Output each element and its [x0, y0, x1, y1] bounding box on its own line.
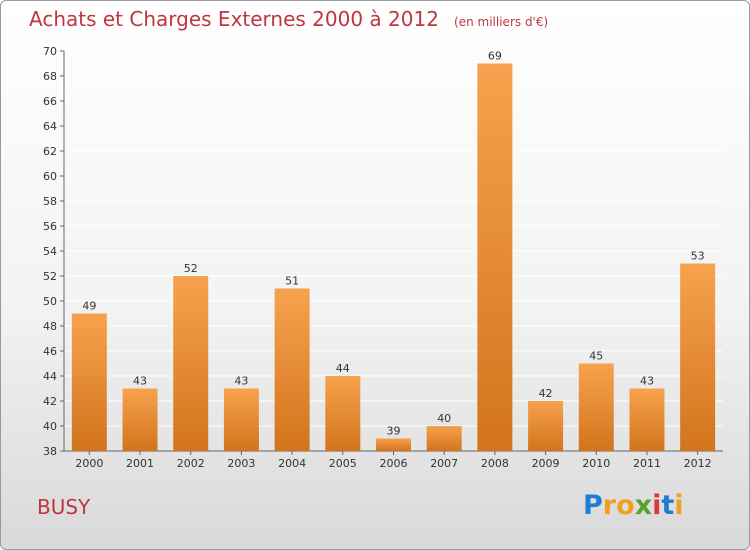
bar-2009: [528, 401, 564, 451]
bar-2004: [274, 288, 310, 451]
bar-2002: [173, 276, 209, 451]
label-layer: 49 43 52 43 51 44 39 40 69 42 45 43 53: [82, 50, 704, 438]
x-tick-label-2001: 2001: [126, 457, 154, 470]
y-tick-label: 42: [43, 395, 57, 408]
data-label-2002: 52: [184, 262, 198, 275]
logo-letter: t: [661, 490, 675, 521]
x-tick-label-2007: 2007: [430, 457, 458, 470]
data-label-2000: 49: [82, 300, 96, 313]
logo-letter: i: [652, 490, 662, 521]
logo-letter: o: [616, 490, 635, 521]
y-tick-label: 46: [43, 345, 57, 358]
title-row: Achats et Charges Externes 2000 à 2012 (…: [29, 7, 548, 31]
bar-2005: [325, 376, 361, 451]
data-label-2012: 53: [691, 250, 705, 263]
y-tick-label: 66: [43, 95, 57, 108]
x-tick-label-2012: 2012: [684, 457, 712, 470]
y-tick-label: 62: [43, 145, 57, 158]
x-tick-label-2006: 2006: [380, 457, 408, 470]
bar-2003: [223, 388, 259, 451]
x-tick-label-2003: 2003: [227, 457, 255, 470]
y-tick-label: 58: [43, 195, 57, 208]
bar-2008: [477, 63, 513, 451]
y-tick-label: 50: [43, 295, 57, 308]
bar-2007: [426, 426, 462, 451]
logo-letter: P: [583, 490, 603, 521]
proxiti-logo[interactable]: Proxiti: [583, 490, 684, 521]
logo-letter: r: [602, 490, 617, 521]
y-tick-label: 48: [43, 320, 57, 333]
y-tick-label: 40: [43, 420, 57, 433]
y-tick-label: 70: [43, 45, 57, 58]
data-label-2008: 69: [488, 50, 502, 63]
commune-name: BUSY: [37, 495, 91, 519]
data-label-2010: 45: [589, 350, 603, 363]
bar-2001: [122, 388, 158, 451]
x-tick-label-2009: 2009: [532, 457, 560, 470]
data-label-2005: 44: [336, 362, 350, 375]
x-tick-label-2005: 2005: [329, 457, 357, 470]
y-tick-label: 44: [43, 370, 57, 383]
grid-layer: [64, 50, 723, 452]
bar-2010: [578, 363, 614, 451]
x-tick-label-2002: 2002: [177, 457, 205, 470]
bar-2011: [629, 388, 665, 451]
bar-2006: [376, 438, 411, 451]
logo-letter: i: [674, 490, 684, 521]
chart-unit: (en milliers d'€): [454, 15, 549, 29]
bar-layer: [71, 63, 716, 451]
data-label-2001: 43: [133, 375, 147, 388]
y-tick-label: 60: [43, 170, 57, 183]
logo-letter: x: [634, 490, 653, 521]
y-tick-label: 52: [43, 270, 57, 283]
bar-2000: [71, 313, 107, 451]
x-tick-label-2008: 2008: [481, 457, 509, 470]
x-tick-label-2004: 2004: [278, 457, 306, 470]
y-tick-label: 56: [43, 220, 57, 233]
data-label-2006: 39: [387, 425, 401, 438]
data-label-2003: 43: [234, 375, 248, 388]
data-label-2009: 42: [539, 387, 553, 400]
data-label-2011: 43: [640, 375, 654, 388]
data-label-2007: 40: [437, 412, 451, 425]
chart-title: Achats et Charges Externes 2000 à 2012: [29, 7, 439, 31]
y-tick-label: 54: [43, 245, 57, 258]
x-tick-label-2010: 2010: [582, 457, 610, 470]
data-label-2004: 51: [285, 275, 299, 288]
x-tick-label-2011: 2011: [633, 457, 661, 470]
bar-2012: [680, 263, 716, 451]
y-tick-label: 68: [43, 70, 57, 83]
y-tick-label: 64: [43, 120, 57, 133]
x-tick-label-2000: 2000: [75, 457, 103, 470]
y-tick-label: 38: [43, 445, 57, 458]
